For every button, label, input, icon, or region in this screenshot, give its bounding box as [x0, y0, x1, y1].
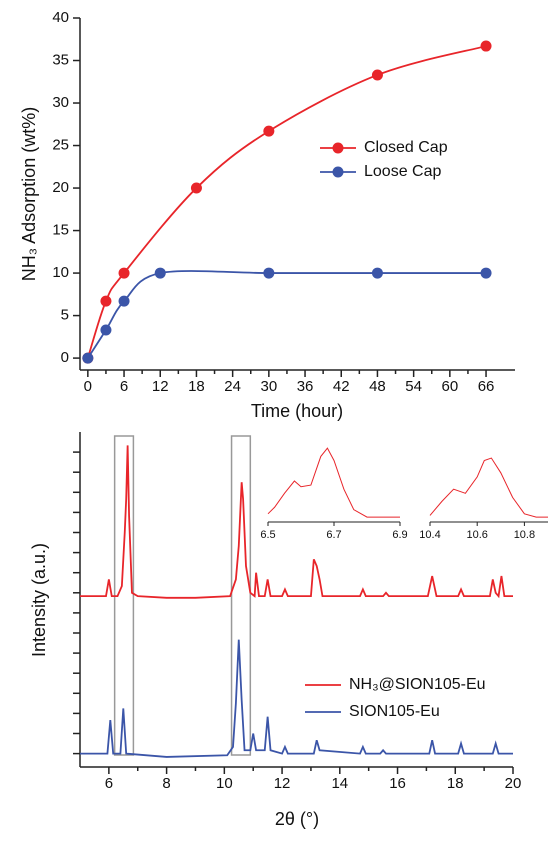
y-axis-label: NH₃ Adsorption (wt%) — [19, 107, 39, 281]
series-line — [267, 447, 400, 518]
x-tick-label: 6.5 — [260, 529, 275, 541]
data-point — [480, 40, 492, 52]
y-tick-label: 0 — [61, 349, 69, 366]
x-tick-label: 10.8 — [514, 529, 535, 541]
data-point — [118, 295, 130, 307]
legend-label: Loose Cap — [364, 163, 441, 180]
series-line — [87, 270, 487, 359]
x-tick-label: 36 — [297, 378, 314, 395]
data-point — [371, 267, 383, 279]
series-line — [86, 45, 487, 359]
series-line — [429, 457, 548, 518]
x-axis-label: 2θ (°) — [275, 809, 319, 829]
legend-label: Closed Cap — [364, 139, 448, 156]
data-point — [263, 125, 275, 137]
x-tick-label: 16 — [389, 775, 406, 792]
y-tick-label: 25 — [52, 137, 69, 154]
x-tick-label: 6.9 — [392, 529, 407, 541]
x-tick-label: 10.6 — [466, 529, 487, 541]
x-tick-label: 6 — [105, 775, 113, 792]
x-tick-label: 6.7 — [326, 529, 341, 541]
x-tick-label: 10.4 — [419, 529, 440, 541]
y-tick-label: 5 — [61, 307, 69, 324]
x-tick-label: 0 — [84, 378, 92, 395]
legend-label: SION105-Eu — [349, 703, 440, 720]
x-tick-label: 6 — [120, 378, 128, 395]
legend-label: NH₃@SION105-Eu — [349, 676, 486, 693]
y-tick-label: 30 — [52, 94, 69, 111]
y-tick-label: 20 — [52, 179, 69, 196]
legend-marker — [332, 142, 344, 154]
x-tick-label: 60 — [441, 378, 458, 395]
x-tick-label: 66 — [478, 378, 495, 395]
y-axis-label: Intensity (a.u.) — [29, 543, 49, 657]
data-point — [154, 267, 166, 279]
y-tick-label: 40 — [52, 9, 69, 26]
x-tick-label: 48 — [369, 378, 386, 395]
highlight-box — [230, 435, 252, 756]
x-tick-label: 42 — [333, 378, 350, 395]
x-tick-label: 20 — [505, 775, 522, 792]
x-tick-label: 18 — [188, 378, 205, 395]
data-point — [480, 267, 492, 279]
x-tick-label: 30 — [260, 378, 277, 395]
data-point — [190, 182, 202, 194]
data-point — [100, 324, 112, 336]
x-tick-label: 18 — [447, 775, 464, 792]
data-point — [118, 267, 130, 279]
x-tick-label: 12 — [152, 378, 169, 395]
x-tick-label: 10 — [216, 775, 233, 792]
y-tick-label: 10 — [52, 264, 69, 281]
x-tick-label: 24 — [224, 378, 241, 395]
x-tick-label: 12 — [274, 775, 291, 792]
series-line — [80, 445, 513, 599]
x-axis-label: Time (hour) — [251, 401, 343, 421]
data-point — [82, 352, 94, 364]
data-point — [100, 295, 112, 307]
x-tick-label: 8 — [162, 775, 170, 792]
data-point — [371, 69, 383, 81]
y-tick-label: 15 — [52, 222, 69, 239]
y-tick-label: 35 — [52, 51, 69, 68]
x-tick-label: 54 — [405, 378, 422, 395]
legend-marker — [332, 166, 344, 178]
x-tick-label: 14 — [331, 775, 348, 792]
series-line — [80, 639, 513, 758]
data-point — [263, 267, 275, 279]
